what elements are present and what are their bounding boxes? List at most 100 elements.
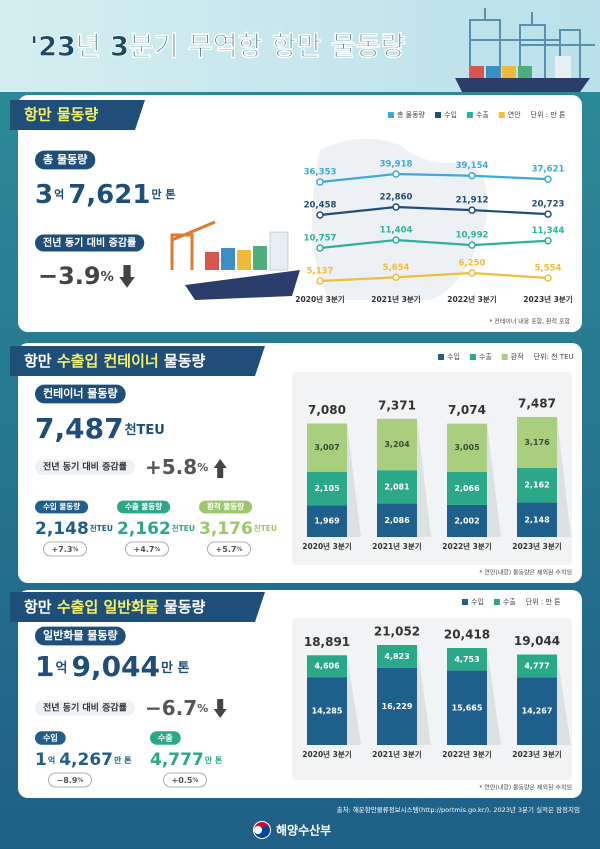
unit: 억: [48, 755, 55, 765]
label-pill: 환적 물동량: [199, 500, 253, 514]
data-label: 5,137: [307, 267, 334, 277]
organization: 해양수산부: [276, 823, 331, 838]
data-label: 2,066: [454, 484, 480, 493]
chart-background: [292, 618, 572, 780]
change-rate: −3.9%: [38, 262, 114, 290]
data-label: 4,777: [524, 661, 549, 670]
data-point: [468, 171, 476, 180]
label-pill: 수출 물동량: [117, 500, 171, 514]
bar-shadow: [417, 418, 431, 537]
legend-label: 환적: [511, 352, 524, 361]
logo-mark: [254, 826, 270, 838]
data-label: 11,344: [532, 226, 565, 236]
big-number: 3,176천TEU: [199, 519, 277, 539]
data-label: 3,007: [314, 443, 339, 452]
legend-swatch: [438, 354, 444, 360]
legend-label: 수입: [444, 111, 457, 119]
data-label: 2,105: [314, 484, 340, 493]
x-tick-label: 2021년 3분기: [372, 541, 422, 551]
unit: %: [72, 546, 78, 553]
data-label: 2,148: [524, 515, 550, 524]
data-point: [468, 206, 476, 214]
data-label: 14,267: [522, 707, 553, 716]
pill-text: 전년 동기 대비 증감률: [43, 236, 136, 249]
bar-segment: [517, 677, 557, 745]
bar-segment: [447, 670, 487, 745]
change-pill: +5.7%: [207, 541, 251, 557]
unit-label: 단위 : 만 톤: [531, 110, 566, 119]
bar-segment: [377, 645, 417, 668]
x-tick-label: 2023년 3분기: [512, 749, 562, 759]
tab-word: 항만: [24, 352, 52, 370]
unit: 억: [55, 661, 67, 676]
big-number: 4,777만 톤: [150, 750, 223, 770]
data-point: [316, 244, 324, 252]
unit: %: [197, 702, 208, 715]
x-tick-label: 2022년 3분기: [442, 541, 492, 551]
change-pill: +4.7%: [125, 541, 169, 557]
big-number: 2,162천TEU: [117, 519, 195, 539]
pill-background: [35, 626, 126, 646]
number: 2,148: [35, 519, 89, 539]
unit: 억: [54, 188, 64, 201]
data-label: 15,665: [452, 703, 483, 712]
number: +5.7: [216, 545, 237, 554]
bar-segment: [377, 503, 417, 537]
pill-text: 컨테이너 물동량: [43, 386, 118, 400]
data-label: 11,404: [380, 226, 413, 236]
x-tick-label: 2020년 3분기: [302, 749, 352, 759]
legend-label: 수출: [476, 110, 489, 119]
unit: 천TEU: [90, 523, 113, 533]
pill-text: 환적 물동량: [207, 501, 244, 511]
data-point: [468, 241, 476, 249]
series-line: [319, 238, 549, 250]
data-label: 1,969: [314, 517, 340, 526]
unit: %: [192, 777, 198, 784]
number: 7,487: [35, 412, 124, 445]
x-tick-label: 2021년 3분기: [371, 294, 421, 304]
data-point: [392, 273, 400, 282]
bar-shadow: [557, 417, 571, 537]
unit: %: [101, 270, 114, 285]
chart-note: * 컨테이너 내용 포함, 환적 포함: [489, 318, 570, 326]
total-label: 21,052: [374, 625, 420, 639]
data-point: [544, 175, 552, 183]
data-point: [392, 170, 400, 178]
data-label: 36,353: [304, 168, 337, 178]
data-point: [544, 274, 552, 282]
unit: 만 톤: [161, 660, 189, 676]
big-number: 1억 4,267만 톤: [35, 750, 132, 770]
total-label: 7,487: [518, 397, 556, 411]
bar-segment: [307, 471, 347, 506]
number: 4,267: [59, 750, 113, 770]
data-label: 16,229: [382, 702, 413, 711]
pill-background: [35, 700, 135, 716]
data-label: 2,162: [524, 481, 549, 490]
section-tab: [10, 100, 145, 130]
bar-segment: [517, 502, 557, 537]
pill-text: 일반화물 물동량: [43, 628, 118, 642]
legend-swatch: [469, 354, 476, 360]
section-tab: [10, 346, 265, 376]
big-number: 1억 9,044만 톤: [35, 650, 190, 683]
section-title: 항만 수출입 일반화물 물동량: [24, 598, 206, 616]
x-tick-label: 2020년 3분기: [295, 294, 345, 304]
legend-swatch: [462, 599, 468, 605]
data-point: [544, 236, 552, 245]
label-pill: 수입: [35, 731, 66, 745]
pill-background: [117, 500, 171, 514]
unit: 만 톤: [114, 755, 132, 765]
legend-swatch: [498, 112, 505, 118]
data-label: 2,081: [384, 482, 410, 491]
unit: %: [77, 777, 83, 784]
pill-text: 수입 물동량: [43, 501, 80, 511]
change-text: +5.7%: [216, 545, 243, 554]
port-illustration: [170, 220, 300, 300]
data-point: [316, 178, 324, 186]
arrow-down: [119, 265, 135, 288]
pill-background: [35, 459, 135, 475]
data-label: 37,621: [532, 165, 565, 175]
bar-segment: [307, 655, 347, 678]
pill-background: [150, 731, 181, 745]
label-pill: 총 물동량: [35, 150, 96, 170]
